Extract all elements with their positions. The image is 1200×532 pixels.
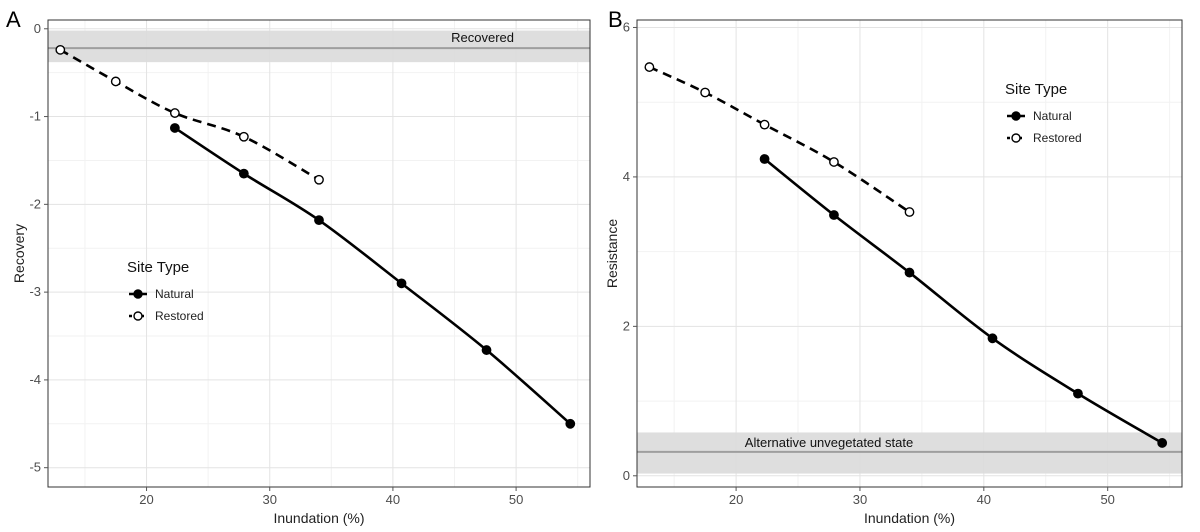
panel-border-a xyxy=(47,19,591,488)
reference-band-b xyxy=(637,432,1182,474)
y-tick-label: -1 xyxy=(29,109,41,124)
x-axis-label-b: Inundation (%) xyxy=(864,510,955,526)
legend-key-marker-restored xyxy=(133,311,143,321)
series-line-natural xyxy=(763,157,1163,445)
data-point-restored xyxy=(238,131,249,142)
data-point-restored xyxy=(55,44,66,55)
data-point-natural xyxy=(238,168,249,179)
x-tick-label: 50 xyxy=(1100,492,1114,507)
data-point-natural xyxy=(314,215,324,226)
legend-title: Site Type xyxy=(1005,81,1067,98)
x-tick-label: 30 xyxy=(262,492,276,507)
y-ticks-b: 0 2 4 6 xyxy=(623,19,637,483)
legend-label-restored: Restored xyxy=(155,309,204,323)
reference-label-b: Alternative unvegetated state xyxy=(745,435,913,450)
x-axis-label-a: Inundation (%) xyxy=(273,510,364,526)
x-tick-label: 20 xyxy=(139,492,153,507)
x-tick-label: 40 xyxy=(977,492,991,507)
reference-label-a: Recovered xyxy=(451,30,514,45)
legend-title: Site Type xyxy=(127,259,189,276)
series-points-b xyxy=(644,62,1168,448)
x-ticks-b: 20 30 40 50 xyxy=(729,487,1115,507)
plot-area-b xyxy=(637,20,1182,487)
data-point-restored xyxy=(314,174,324,185)
y-axis-label-b: Resistance xyxy=(604,219,620,288)
minor-grid-b xyxy=(637,20,1182,487)
y-tick-label: 6 xyxy=(623,19,630,34)
data-point-restored xyxy=(644,62,655,72)
major-grid-b xyxy=(637,20,1182,487)
y-tick-label: -2 xyxy=(29,196,41,211)
data-point-natural xyxy=(169,123,180,133)
plot-area-a xyxy=(48,20,590,487)
data-point-restored xyxy=(110,76,121,87)
data-point-restored xyxy=(759,119,770,130)
legend-key-marker-natural xyxy=(1011,111,1021,121)
y-ticks-a: 0 -1 -2 -3 -4 -5 xyxy=(29,21,48,475)
legend-a: Site Type Natural Restored xyxy=(127,259,204,323)
x-ticks-a: 20 30 40 50 xyxy=(139,487,523,507)
y-tick-label: 4 xyxy=(623,169,630,184)
panel-b: B Alternative unvegetated state 20 30 40 50… xyxy=(604,7,1183,526)
series-line-restored xyxy=(59,48,320,181)
y-tick-label: 2 xyxy=(623,318,630,333)
panel-letter-b: B xyxy=(608,7,623,32)
data-point-restored xyxy=(700,87,711,98)
panel-a: A Recovered 20 30 40 50 0 -1 -2 -3 -4 -5 Inundat… xyxy=(6,7,591,526)
y-tick-label: -4 xyxy=(29,372,41,387)
y-tick-label: -5 xyxy=(29,460,41,475)
data-point-restored xyxy=(904,207,915,217)
series-points-a xyxy=(55,44,576,429)
data-point-natural xyxy=(1073,388,1083,399)
data-point-natural xyxy=(829,210,839,220)
x-tick-label: 20 xyxy=(729,492,743,507)
data-point-natural xyxy=(565,418,576,429)
legend-label-natural: Natural xyxy=(155,287,194,301)
data-point-natural xyxy=(1157,438,1168,448)
data-point-restored xyxy=(169,108,180,118)
data-point-natural xyxy=(396,278,407,289)
legend-label-restored: Restored xyxy=(1033,131,1082,145)
panel-border-b xyxy=(636,19,1183,488)
y-tick-label: -3 xyxy=(29,284,41,299)
data-point-natural xyxy=(481,345,492,355)
legend-key-marker-restored xyxy=(1011,133,1021,143)
y-axis-label-a: Recovery xyxy=(11,224,27,283)
legend-label-natural: Natural xyxy=(1033,109,1072,123)
x-tick-label: 40 xyxy=(386,492,400,507)
legend-key-marker-natural xyxy=(133,289,143,299)
x-tick-label: 50 xyxy=(509,492,523,507)
minor-grid-a xyxy=(48,20,590,487)
data-point-natural xyxy=(759,154,770,164)
panel-letter-a: A xyxy=(6,7,21,32)
data-point-restored xyxy=(829,157,839,167)
y-tick-label: 0 xyxy=(34,21,41,36)
legend-b: Site Type Natural Restored xyxy=(1005,81,1082,145)
x-tick-label: 30 xyxy=(853,492,867,507)
data-point-natural xyxy=(904,267,915,278)
data-point-natural xyxy=(987,333,998,344)
reference-band-a xyxy=(48,30,590,63)
y-tick-label: 0 xyxy=(623,468,630,483)
